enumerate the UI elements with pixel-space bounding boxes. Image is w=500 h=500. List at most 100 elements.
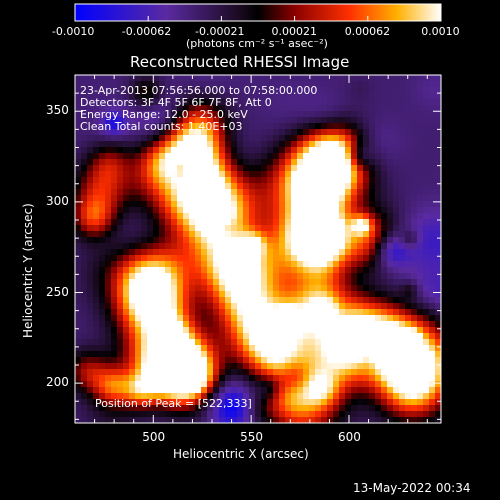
heatmap-cell	[219, 279, 225, 285]
heatmap-cell	[261, 177, 267, 183]
heatmap-cell	[171, 303, 177, 309]
heatmap-cell	[153, 165, 159, 171]
heatmap-cell	[297, 75, 303, 81]
heatmap-cell	[291, 225, 297, 231]
heatmap-cell	[369, 141, 375, 147]
heatmap-cell	[183, 363, 189, 369]
heatmap-cell	[117, 177, 123, 183]
heatmap-cell	[171, 321, 177, 327]
heatmap-cell	[99, 105, 105, 111]
heatmap-cell	[159, 369, 165, 375]
heatmap-cell	[147, 255, 153, 261]
heatmap-cell	[417, 141, 423, 147]
heatmap-cell	[429, 99, 435, 105]
heatmap-cell	[309, 105, 315, 111]
heatmap-cell	[321, 93, 327, 99]
heatmap-cell	[381, 153, 387, 159]
heatmap-cell	[369, 255, 375, 261]
heatmap-cell	[327, 141, 333, 147]
heatmap-cell	[213, 273, 219, 279]
heatmap-cell	[153, 249, 159, 255]
heatmap-cell	[159, 87, 165, 93]
heatmap-cell	[147, 249, 153, 255]
heatmap-cell	[375, 87, 381, 93]
heatmap-cell	[321, 171, 327, 177]
heatmap-cell	[195, 267, 201, 273]
heatmap-cell	[255, 255, 261, 261]
heatmap-cell	[75, 243, 81, 249]
heatmap-cell	[171, 171, 177, 177]
heatmap-cell	[195, 87, 201, 93]
heatmap-cell	[165, 99, 171, 105]
heatmap-cell	[207, 417, 213, 423]
heatmap-cell	[321, 105, 327, 111]
heatmap-cell	[237, 189, 243, 195]
heatmap-cell	[165, 297, 171, 303]
heatmap-cell	[93, 417, 99, 423]
heatmap-cell	[267, 111, 273, 117]
heatmap-cell	[243, 165, 249, 171]
heatmap-cell	[207, 219, 213, 225]
heatmap-cell	[387, 201, 393, 207]
heatmap-cell	[321, 333, 327, 339]
heatmap-cell	[225, 351, 231, 357]
heatmap-cell	[387, 189, 393, 195]
heatmap-cell	[213, 339, 219, 345]
heatmap-cell	[405, 405, 411, 411]
heatmap-cell	[297, 321, 303, 327]
heatmap-cell	[81, 225, 87, 231]
heatmap-cell	[243, 327, 249, 333]
heatmap-cell	[201, 309, 207, 315]
heatmap-cell	[93, 321, 99, 327]
heatmap-cell	[285, 225, 291, 231]
heatmap-cell	[165, 141, 171, 147]
heatmap-cell	[411, 231, 417, 237]
heatmap-cell	[99, 177, 105, 183]
heatmap-cell	[273, 129, 279, 135]
heatmap-cell	[435, 207, 441, 213]
heatmap-cell	[261, 75, 267, 81]
heatmap-cell	[285, 141, 291, 147]
heatmap-cell	[129, 123, 135, 129]
heatmap-cell	[171, 81, 177, 87]
heatmap-cell	[93, 177, 99, 183]
heatmap-cell	[129, 345, 135, 351]
heatmap-cell	[357, 303, 363, 309]
heatmap-cell	[159, 393, 165, 399]
heatmap-cell	[381, 393, 387, 399]
heatmap-cell	[243, 255, 249, 261]
heatmap-cell	[183, 75, 189, 81]
heatmap-cell	[105, 387, 111, 393]
heatmap-cell	[417, 279, 423, 285]
heatmap-cell	[339, 171, 345, 177]
heatmap-cell	[231, 177, 237, 183]
heatmap-cell	[189, 183, 195, 189]
heatmap-cell	[381, 135, 387, 141]
heatmap-cell	[135, 369, 141, 375]
heatmap-cell	[369, 327, 375, 333]
heatmap-cell	[351, 297, 357, 303]
heatmap-cell	[399, 333, 405, 339]
heatmap-cell	[129, 141, 135, 147]
heatmap-cell	[363, 195, 369, 201]
heatmap-cell	[321, 387, 327, 393]
heatmap-cell	[129, 75, 135, 81]
heatmap-cell	[225, 123, 231, 129]
heatmap-cell	[75, 417, 81, 423]
heatmap-cell	[81, 339, 87, 345]
heatmap-cell	[249, 219, 255, 225]
heatmap-cell	[339, 405, 345, 411]
heatmap-cell	[351, 357, 357, 363]
heatmap-cell	[387, 75, 393, 81]
heatmap-cell	[165, 351, 171, 357]
heatmap-cell	[267, 243, 273, 249]
heatmap-cell	[411, 177, 417, 183]
heatmap-cell	[87, 261, 93, 267]
heatmap-cell	[279, 381, 285, 387]
heatmap-cell	[183, 375, 189, 381]
heatmap-cell	[381, 141, 387, 147]
heatmap-cell	[369, 285, 375, 291]
heatmap-cell	[147, 111, 153, 117]
heatmap-cell	[261, 261, 267, 267]
heatmap-cell	[429, 333, 435, 339]
